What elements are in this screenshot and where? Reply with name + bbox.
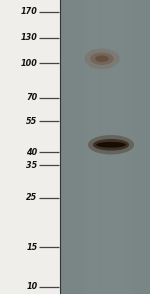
Text: 170: 170 — [21, 7, 38, 16]
Text: 130: 130 — [21, 33, 38, 42]
Text: 55: 55 — [26, 117, 38, 126]
Ellipse shape — [96, 142, 126, 148]
Text: 40: 40 — [26, 148, 38, 157]
Text: 25: 25 — [26, 193, 38, 202]
Ellipse shape — [93, 139, 129, 151]
Bar — [60, 0, 150, 294]
Text: 100: 100 — [21, 59, 38, 68]
Ellipse shape — [84, 49, 120, 69]
Text: 70: 70 — [26, 93, 38, 102]
Ellipse shape — [95, 56, 109, 62]
Ellipse shape — [90, 53, 114, 65]
Text: 10: 10 — [26, 282, 38, 291]
Ellipse shape — [88, 135, 134, 154]
Text: 15: 15 — [26, 243, 38, 252]
Text: 35: 35 — [26, 161, 38, 170]
